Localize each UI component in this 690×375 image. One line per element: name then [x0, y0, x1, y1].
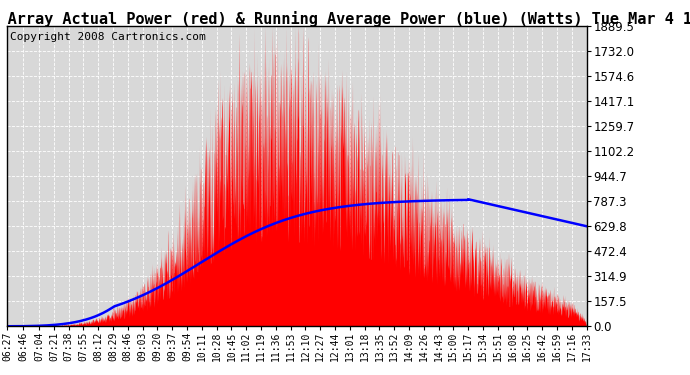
Text: West Array Actual Power (red) & Running Average Power (blue) (Watts) Tue Mar 4 1: West Array Actual Power (red) & Running … — [0, 11, 690, 27]
Text: Copyright 2008 Cartronics.com: Copyright 2008 Cartronics.com — [10, 32, 206, 42]
